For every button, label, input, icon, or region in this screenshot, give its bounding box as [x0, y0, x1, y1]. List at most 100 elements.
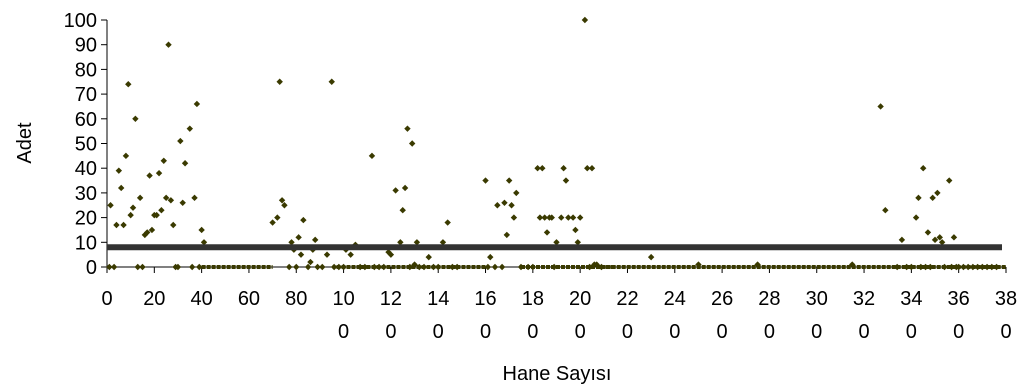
data-point: [120, 221, 127, 229]
data-point: [494, 202, 501, 209]
data-point: [144, 229, 151, 236]
x-tick-label: 22 0: [616, 288, 638, 343]
data-point: [186, 125, 194, 132]
x-tick-label: 60: [238, 288, 260, 310]
data-point: [572, 226, 579, 234]
data-point: [548, 214, 555, 221]
data-point: [188, 263, 196, 271]
data-point: [449, 263, 456, 271]
data-point: [586, 263, 593, 271]
x-axis-label: Hane Sayısı: [503, 363, 612, 385]
data-point: [919, 165, 927, 172]
data-point: [155, 169, 163, 177]
data-point: [399, 206, 406, 214]
y-tick-label: 0: [86, 257, 97, 279]
data-point: [924, 229, 932, 236]
data-point: [908, 263, 915, 271]
data-point: [420, 263, 428, 271]
data-point: [319, 263, 326, 271]
x-tick-label: 24 0: [664, 288, 686, 343]
data-point: [191, 194, 198, 202]
axes: [101, 19, 1007, 273]
x-tick-label: 14 0: [427, 288, 449, 343]
data-point: [964, 263, 972, 271]
data-point: [380, 263, 387, 271]
x-tick-label: 16 0: [474, 288, 496, 343]
y-tick-label: 50: [75, 134, 97, 156]
data-point: [162, 194, 170, 202]
data-point: [132, 115, 139, 122]
data-point: [584, 165, 591, 172]
data-point: [922, 263, 929, 271]
data-point: [988, 263, 996, 271]
data-point: [269, 219, 276, 226]
data-point: [347, 251, 354, 258]
data-point: [941, 263, 948, 271]
data-point: [534, 165, 541, 172]
data-point: [915, 194, 922, 202]
data-point: [754, 261, 761, 268]
data-point: [484, 263, 492, 271]
data-point: [903, 263, 910, 271]
data-point: [285, 263, 293, 271]
data-points: [106, 16, 1000, 271]
data-point: [539, 165, 546, 172]
data-point: [136, 194, 144, 202]
data-point: [444, 219, 451, 226]
data-point: [361, 263, 369, 271]
data-point: [356, 263, 364, 271]
data-point: [174, 263, 182, 271]
data-point: [927, 263, 934, 271]
data-point: [160, 157, 167, 164]
data-point: [588, 165, 596, 172]
data-point: [491, 263, 499, 271]
data-point: [934, 189, 941, 197]
y-tick-label: 90: [75, 35, 97, 57]
data-point: [936, 234, 943, 241]
data-point: [392, 187, 399, 194]
data-point: [404, 125, 411, 132]
data-point: [179, 199, 186, 206]
y-tick-label: 40: [75, 158, 97, 180]
data-point: [416, 263, 423, 271]
data-point: [413, 239, 421, 246]
data-point: [849, 261, 856, 268]
data-point: [368, 152, 376, 160]
data-point: [323, 251, 331, 258]
data-point: [314, 263, 321, 271]
data-point: [406, 263, 414, 271]
data-point: [931, 236, 939, 244]
data-point: [300, 216, 307, 224]
data-point: [198, 226, 205, 234]
data-point: [311, 236, 319, 244]
data-point: [882, 206, 889, 214]
x-tick-label: 0: [101, 288, 112, 310]
data-point: [304, 263, 312, 271]
data-point: [912, 214, 920, 221]
data-point: [117, 184, 125, 192]
x-tick-label: 28 0: [758, 288, 780, 343]
data-point: [513, 189, 520, 197]
x-tick-labels: 0 20 40 60 80 10 0 12 0 14 0 16 0 18 0 20 0 22 0 24 0 26 0 28 0 3…: [101, 288, 1017, 343]
data-point: [397, 239, 404, 246]
data-point: [503, 231, 511, 239]
data-point: [955, 263, 962, 271]
x-tick-label: 26 0: [711, 288, 733, 343]
data-point: [295, 234, 302, 241]
x-tick-label: 12 0: [380, 288, 402, 343]
data-point: [983, 263, 991, 271]
data-point: [917, 263, 925, 271]
data-point: [893, 263, 901, 271]
data-point: [330, 263, 338, 271]
data-point: [950, 234, 958, 241]
data-point: [181, 160, 189, 167]
data-point: [196, 263, 203, 271]
data-point: [505, 177, 513, 184]
data-point: [560, 165, 567, 172]
data-point: [529, 263, 537, 271]
data-point: [340, 263, 347, 271]
data-point: [974, 263, 981, 271]
data-point: [877, 103, 884, 110]
data-point: [297, 251, 305, 258]
data-point: [375, 263, 383, 271]
